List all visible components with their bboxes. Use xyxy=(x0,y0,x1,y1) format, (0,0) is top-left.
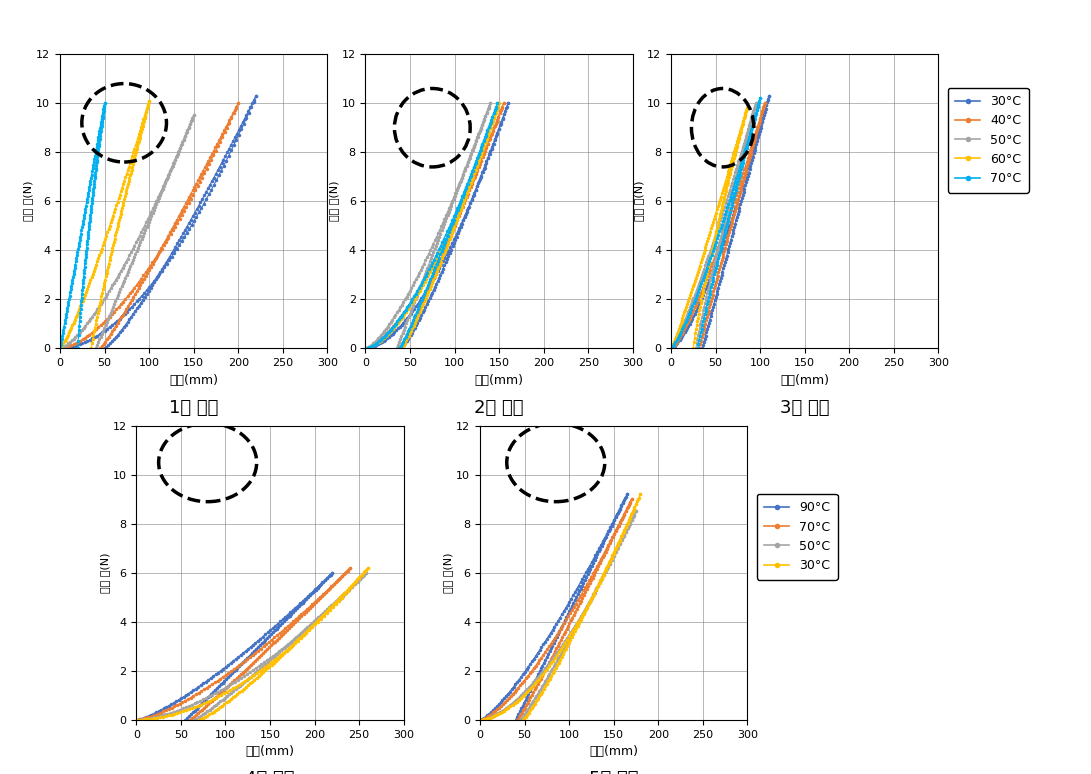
Y-axis label: 출력 힘(N): 출력 힘(N) xyxy=(99,553,110,593)
Text: 3번 샘플: 3번 샘플 xyxy=(780,399,829,416)
X-axis label: 변위(mm): 변위(mm) xyxy=(169,374,218,386)
Y-axis label: 출력 힘(N): 출력 힘(N) xyxy=(328,181,339,221)
X-axis label: 변위(mm): 변위(mm) xyxy=(589,745,638,758)
Y-axis label: 출력 힘(N): 출력 힘(N) xyxy=(23,181,34,221)
Legend: 90°C, 70°C, 50°C, 30°C: 90°C, 70°C, 50°C, 30°C xyxy=(757,494,838,580)
Text: 2번 샘플: 2번 샘플 xyxy=(475,399,524,416)
Y-axis label: 출력 힘(N): 출력 힘(N) xyxy=(443,553,454,593)
X-axis label: 변위(mm): 변위(mm) xyxy=(780,374,829,386)
X-axis label: 변위(mm): 변위(mm) xyxy=(475,374,524,386)
Y-axis label: 출력 힘(N): 출력 힘(N) xyxy=(634,181,645,221)
Text: 1번 샘플: 1번 샘플 xyxy=(169,399,218,416)
Text: 5번 샘플: 5번 샘플 xyxy=(589,770,638,774)
Legend: 30°C, 40°C, 50°C, 60°C, 70°C: 30°C, 40°C, 50°C, 60°C, 70°C xyxy=(948,87,1029,193)
Text: 4번 샘플: 4번 샘플 xyxy=(245,770,295,774)
X-axis label: 변위(mm): 변위(mm) xyxy=(245,745,295,758)
